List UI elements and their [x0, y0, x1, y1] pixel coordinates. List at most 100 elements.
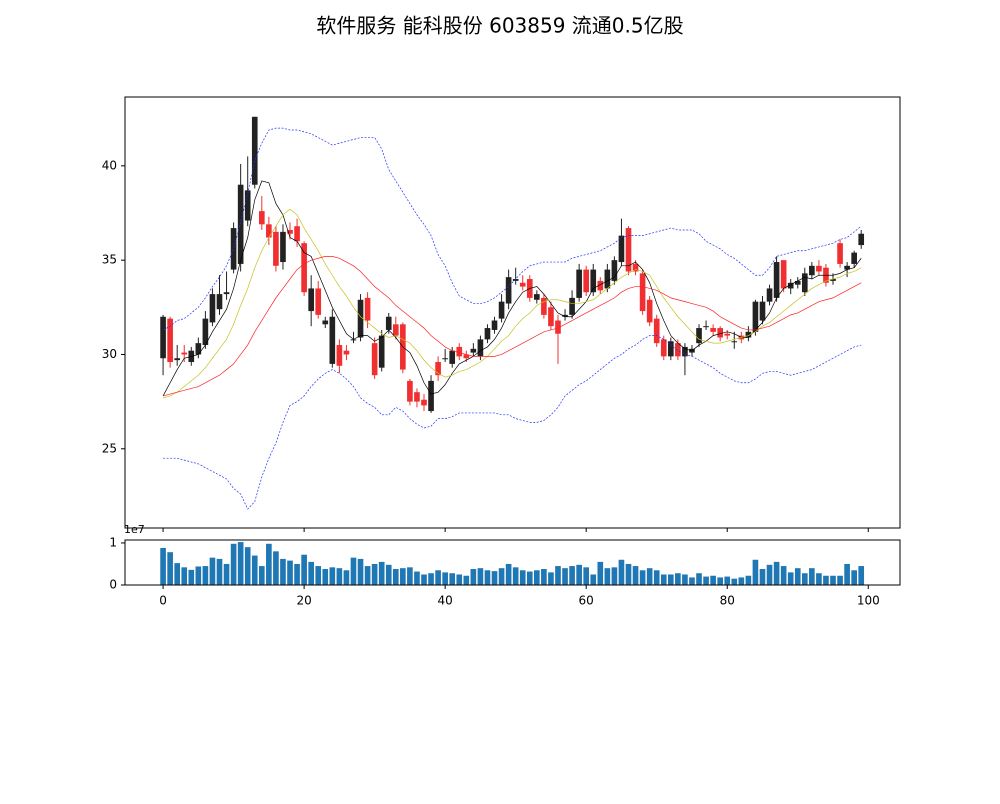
volume-bar: [364, 566, 371, 585]
volume-bar: [526, 571, 533, 585]
volume-bar: [301, 554, 307, 585]
volume-bar: [392, 569, 399, 585]
volume-bar: [844, 563, 850, 585]
volume-bar: [463, 575, 470, 585]
x-tick-label: 20: [296, 594, 311, 608]
candle-body: [463, 354, 470, 359]
candle-body: [251, 116, 258, 185]
candle-body: [562, 314, 568, 317]
volume-bar: [625, 563, 632, 585]
candle-body: [597, 280, 604, 291]
candle-body: [287, 229, 293, 234]
volume-bar: [505, 563, 512, 585]
volume-bar: [378, 561, 385, 585]
volume-bar: [534, 570, 540, 585]
volume-bar: [407, 567, 413, 585]
axes-frame: [124, 539, 901, 586]
volume-bar: [745, 575, 752, 585]
volume-bar: [315, 566, 322, 585]
candle-body: [534, 294, 540, 300]
candle-body: [294, 226, 300, 242]
volume-bar: [618, 559, 625, 585]
volume-bar: [801, 573, 808, 585]
volume-bar: [632, 566, 639, 585]
volume-bar: [766, 564, 773, 585]
candle-body: [266, 224, 272, 238]
candle-body: [428, 380, 434, 412]
candle-body: [801, 273, 808, 293]
candle-body: [364, 297, 371, 321]
candle-body: [794, 280, 801, 285]
volume-bar: [266, 543, 272, 585]
volume-bar: [244, 547, 251, 585]
volume-bar: [548, 572, 554, 585]
volume-bar: [428, 573, 434, 585]
volume-bar: [597, 561, 604, 585]
candle-body: [851, 252, 857, 264]
volume-bar: [660, 574, 667, 585]
volume-bar: [675, 573, 681, 585]
volume-bar: [421, 574, 427, 585]
candle-body: [724, 333, 731, 336]
candle-body: [315, 288, 322, 315]
volume-bar: [830, 575, 836, 585]
candle-body: [787, 282, 794, 289]
volume-bar: [555, 566, 561, 585]
volume-bar: [759, 569, 766, 585]
volume-bar: [477, 568, 484, 585]
indicator-line: [162, 127, 862, 331]
volume-bar: [322, 569, 329, 585]
candle-body: [653, 318, 660, 344]
volume-bar: [653, 570, 660, 585]
candle-body: [675, 343, 681, 357]
candle-body: [766, 288, 773, 302]
x-tick-label: 80: [720, 594, 735, 608]
indicator-line: [162, 180, 862, 397]
volume-bar: [646, 568, 653, 585]
candle-body: [407, 380, 413, 402]
volume-bar: [456, 574, 463, 585]
candle-body: [491, 320, 498, 330]
candle-body: [181, 352, 188, 355]
candle-body: [618, 235, 625, 263]
candle-body: [280, 231, 286, 263]
x-tick-label: 100: [857, 594, 880, 608]
candle-body: [682, 346, 688, 357]
candle-body: [505, 277, 512, 304]
candle-body: [202, 318, 209, 346]
candle-body: [378, 335, 385, 368]
volume-bar: [209, 557, 216, 585]
volume-bar: [167, 552, 173, 585]
candle-body: [717, 328, 723, 338]
volume-bar: [400, 568, 406, 585]
candle-body: [512, 279, 519, 281]
volume-bar: [682, 574, 688, 585]
candle-body: [167, 318, 173, 363]
candle-body: [484, 328, 491, 340]
candle-body: [583, 269, 590, 293]
volume-bar: [287, 560, 293, 585]
candle-body: [752, 301, 759, 332]
volume-bar: [329, 567, 336, 585]
candle-body: [435, 362, 441, 376]
volume-bar: [357, 558, 364, 585]
indicator-line: [162, 256, 862, 397]
volume-bar: [780, 566, 787, 585]
candle-body: [731, 341, 738, 343]
candle-body: [209, 294, 216, 323]
volume-bar: [809, 568, 815, 585]
volume-bar: [160, 547, 166, 585]
volume-bar: [280, 558, 286, 585]
candle-body: [858, 233, 865, 246]
volume-bar: [294, 563, 300, 585]
x-tick-label: 60: [579, 594, 594, 608]
candle-body: [477, 339, 484, 357]
volume-bar: [773, 561, 780, 585]
volume-bar: [823, 575, 829, 585]
candle-body: [442, 358, 448, 360]
volume-bar: [414, 571, 420, 585]
volume-bar: [223, 563, 230, 585]
candle-body: [604, 269, 611, 289]
candle-body: [548, 307, 554, 327]
candle-body: [385, 316, 392, 330]
